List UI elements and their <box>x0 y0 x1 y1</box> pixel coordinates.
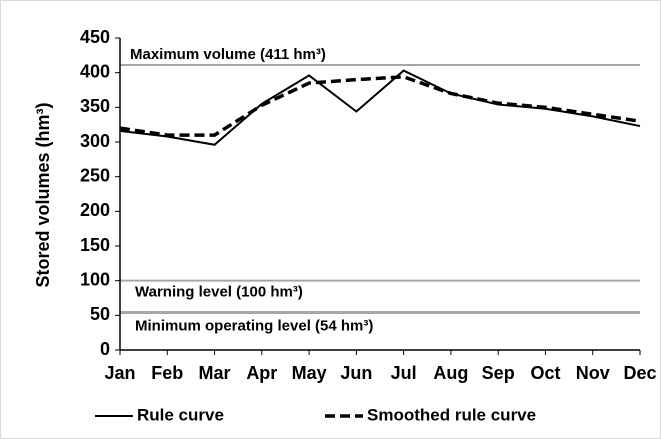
x-tick-label: Aug <box>433 363 468 383</box>
y-tick-label: 400 <box>80 61 110 81</box>
reference-label: Maximum volume (411 hm³) <box>130 46 326 63</box>
legend-label: Smoothed rule curve <box>367 405 536 424</box>
y-tick-label: 250 <box>80 165 110 185</box>
x-tick-label: Feb <box>151 363 183 383</box>
x-tick-label: Jan <box>104 363 135 383</box>
series-line <box>119 75 641 137</box>
y-tick-label: 200 <box>80 200 110 220</box>
y-tick-label: 300 <box>80 131 110 151</box>
x-tick-label: Sep <box>482 363 515 383</box>
x-tick-label: Nov <box>576 363 610 383</box>
reference-label: Warning level (100 hm³) <box>135 284 303 301</box>
x-tick-label: Oct <box>530 363 560 383</box>
x-tick-label: Jul <box>391 363 417 383</box>
y-tick-label: 0 <box>100 339 110 359</box>
y-axis-label: Stored volumes (hm³) <box>33 102 53 287</box>
y-tick-label: 50 <box>90 304 110 324</box>
x-tick-label: Dec <box>623 363 656 383</box>
y-tick-label: 150 <box>80 235 110 255</box>
x-tick-label: May <box>292 363 327 383</box>
x-tick-label: Apr <box>246 363 277 383</box>
x-tick-label: Mar <box>199 363 231 383</box>
x-tick-label: Jun <box>340 363 372 383</box>
y-tick-label: 100 <box>80 269 110 289</box>
reference-label: Minimum operating level (54 hm³) <box>135 318 373 335</box>
y-tick-label: 450 <box>80 27 110 47</box>
y-tick-label: 350 <box>80 96 110 116</box>
legend-label: Rule curve <box>137 405 224 424</box>
